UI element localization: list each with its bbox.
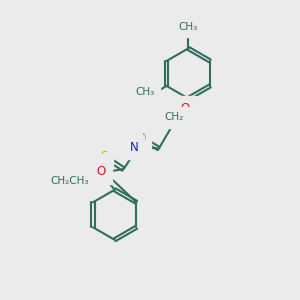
Text: O: O bbox=[97, 165, 106, 178]
Text: S: S bbox=[100, 150, 108, 163]
Text: N: N bbox=[96, 166, 104, 178]
Text: N: N bbox=[130, 141, 138, 154]
Text: O: O bbox=[181, 101, 190, 115]
Text: CH₂: CH₂ bbox=[164, 112, 183, 122]
Text: O: O bbox=[136, 132, 146, 145]
Text: CH₃: CH₃ bbox=[179, 22, 198, 32]
Text: CH₃: CH₃ bbox=[135, 87, 154, 97]
Text: H: H bbox=[129, 136, 137, 146]
Text: CH₂CH₃: CH₂CH₃ bbox=[50, 176, 89, 186]
Text: H: H bbox=[95, 160, 103, 170]
